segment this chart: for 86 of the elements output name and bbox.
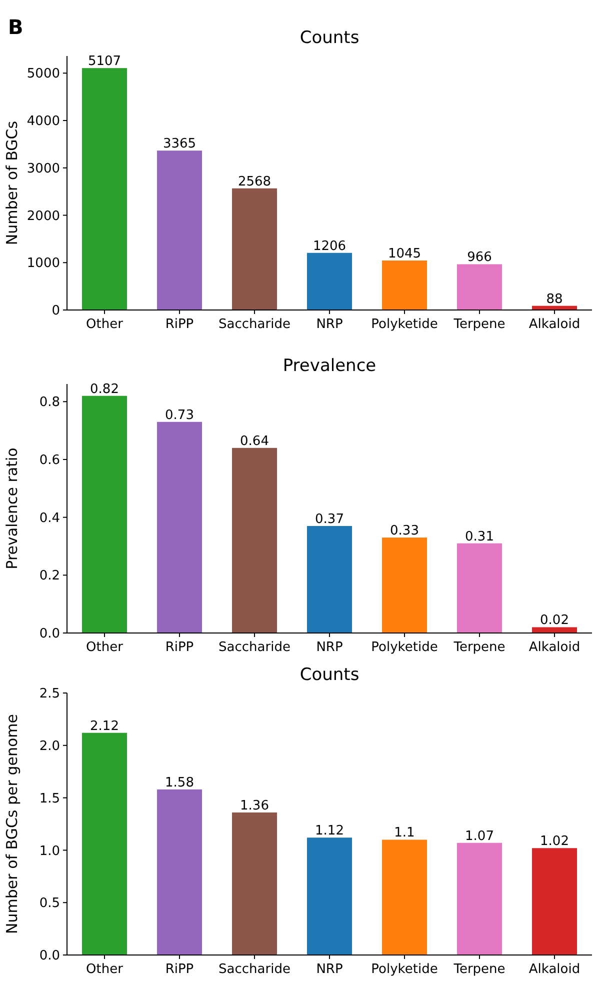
bar — [82, 68, 127, 310]
bar — [457, 842, 502, 955]
bar — [307, 252, 352, 310]
data-label: 1045 — [388, 246, 422, 262]
data-label: 0.64 — [240, 434, 269, 449]
data-label: 88 — [546, 292, 563, 307]
data-label: 966 — [467, 250, 492, 266]
bar — [82, 732, 127, 955]
bar — [307, 838, 352, 955]
bar — [382, 538, 427, 633]
bar — [157, 789, 202, 955]
x-tick-label: NRP — [316, 962, 343, 977]
data-label: 2.12 — [90, 718, 119, 734]
data-label: 1206 — [312, 238, 346, 254]
bar — [232, 812, 277, 955]
y-tick-label: 2.0 — [39, 738, 60, 754]
y-tick-label: 0.6 — [39, 453, 60, 468]
x-tick-label: Alkaloid — [528, 962, 580, 977]
data-label: 1.07 — [465, 828, 494, 844]
bar — [82, 396, 127, 633]
bar — [232, 448, 277, 633]
bar — [382, 260, 427, 310]
y-tick-label: 0.2 — [39, 568, 60, 584]
y-tick-label: 0.0 — [39, 948, 60, 964]
bar — [457, 264, 502, 310]
x-tick-label: NRP — [316, 640, 343, 655]
x-tick-label: Polyketide — [371, 962, 438, 977]
data-label: 1.36 — [240, 798, 269, 814]
data-label: 0.37 — [315, 512, 344, 527]
x-tick-label: Terpene — [452, 640, 506, 655]
x-tick-label: Alkaloid — [528, 317, 580, 332]
data-label: 0.33 — [390, 524, 419, 539]
bar — [232, 188, 277, 310]
y-tick-label: 2000 — [26, 208, 60, 224]
y-tick-label: 5000 — [26, 66, 60, 82]
x-tick-label: RiPP — [165, 962, 194, 977]
bar — [382, 840, 427, 955]
x-tick-label: NRP — [316, 317, 343, 332]
y-tick-label: 1.0 — [39, 844, 60, 859]
bar — [307, 526, 352, 633]
x-tick-label: RiPP — [165, 317, 194, 332]
x-tick-label: Other — [86, 317, 124, 332]
y-tick-label: 1.5 — [39, 791, 60, 806]
x-tick-label: Polyketide — [371, 640, 438, 655]
x-tick-label: Saccharide — [218, 317, 290, 332]
x-tick-label: Alkaloid — [528, 640, 580, 655]
bar — [532, 627, 577, 633]
y-tick-label: 2.5 — [39, 686, 60, 702]
data-label: 0.31 — [465, 529, 494, 544]
x-tick-label: Terpene — [452, 962, 506, 977]
text: B — [8, 15, 24, 39]
x-tick-label: Other — [86, 640, 124, 655]
chart-title: Counts — [300, 28, 360, 48]
x-tick-label: Polyketide — [371, 317, 438, 332]
data-label: 0.73 — [165, 408, 194, 423]
data-label: 1.02 — [540, 834, 569, 850]
y-tick-label: 3000 — [26, 161, 60, 176]
x-tick-label: RiPP — [165, 640, 194, 655]
data-label: 0.02 — [540, 613, 569, 628]
y-tick-label: 0.8 — [39, 395, 60, 410]
y-tick-label: 4000 — [26, 114, 60, 130]
y-tick-label: 0.0 — [39, 626, 60, 642]
data-label: 5107 — [88, 54, 122, 70]
bar — [532, 848, 577, 955]
x-tick-label: Other — [86, 962, 124, 977]
y-tick-label: 0 — [52, 304, 60, 319]
y-tick-label: 1000 — [26, 256, 60, 272]
y-tick-label: 0.5 — [39, 896, 60, 912]
y-axis-title: Prevalence ratio — [3, 448, 21, 570]
y-tick-label: 0.4 — [39, 510, 60, 526]
chart-title: Prevalence — [282, 356, 376, 376]
bar — [457, 543, 502, 633]
bar — [157, 150, 202, 310]
y-axis-title: Number of BGCs per genome — [3, 714, 21, 934]
x-tick-label: Terpene — [452, 317, 506, 332]
data-label: 2568 — [238, 174, 272, 190]
data-label: 3365 — [162, 136, 196, 152]
data-label: 1.12 — [315, 824, 344, 839]
data-label: 1.1 — [394, 826, 415, 841]
x-tick-label: Saccharide — [218, 640, 290, 655]
x-tick-label: Saccharide — [218, 962, 290, 977]
y-axis-title: Number of BGCs — [3, 120, 21, 246]
bar — [157, 422, 202, 633]
data-label: 1.58 — [165, 775, 194, 790]
data-label: 0.82 — [90, 382, 119, 397]
chart-title: Counts — [300, 665, 360, 685]
